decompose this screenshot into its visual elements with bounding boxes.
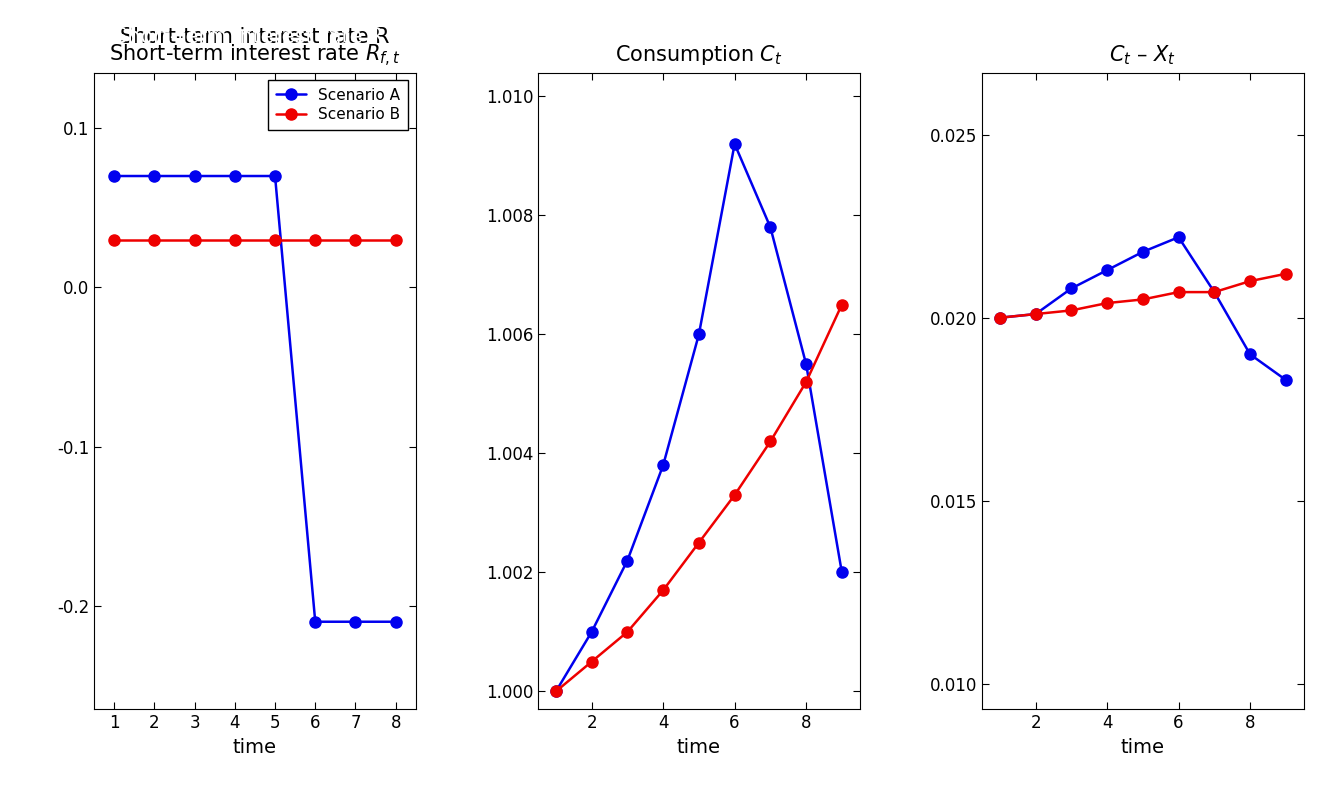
Title: Consumption $C_t$: Consumption $C_t$ — [616, 44, 782, 68]
Scenario B — [308, 235, 324, 244]
Scenario B — [387, 235, 403, 244]
Scenario A — [187, 171, 203, 181]
Scenario B — [106, 235, 122, 244]
Scenario A — [347, 617, 363, 626]
Scenario A — [227, 171, 243, 181]
X-axis label: time: time — [677, 737, 720, 757]
Text: Short-term interest rate R: Short-term interest rate R — [120, 27, 390, 47]
Scenario B — [146, 235, 163, 244]
Text: Short-term interest rate R: Short-term interest rate R — [113, 27, 396, 47]
Line: Scenario B: Scenario B — [109, 234, 402, 245]
X-axis label: time: time — [1121, 737, 1165, 757]
Scenario B — [267, 235, 284, 244]
Scenario B — [187, 235, 203, 244]
Title: Short-term interest rate $R_{f,t}$: Short-term interest rate $R_{f,t}$ — [109, 43, 401, 69]
X-axis label: time: time — [233, 737, 277, 757]
Scenario A — [146, 171, 163, 181]
Scenario A — [387, 617, 403, 626]
Scenario A — [308, 617, 324, 626]
Title: $C_t$ – $X_t$: $C_t$ – $X_t$ — [1109, 44, 1176, 67]
Legend: Scenario A, Scenario B: Scenario A, Scenario B — [267, 80, 409, 130]
Scenario A — [267, 171, 284, 181]
Scenario A — [106, 171, 122, 181]
Line: Scenario A: Scenario A — [109, 170, 402, 627]
Scenario B — [347, 235, 363, 244]
Scenario B — [227, 235, 243, 244]
